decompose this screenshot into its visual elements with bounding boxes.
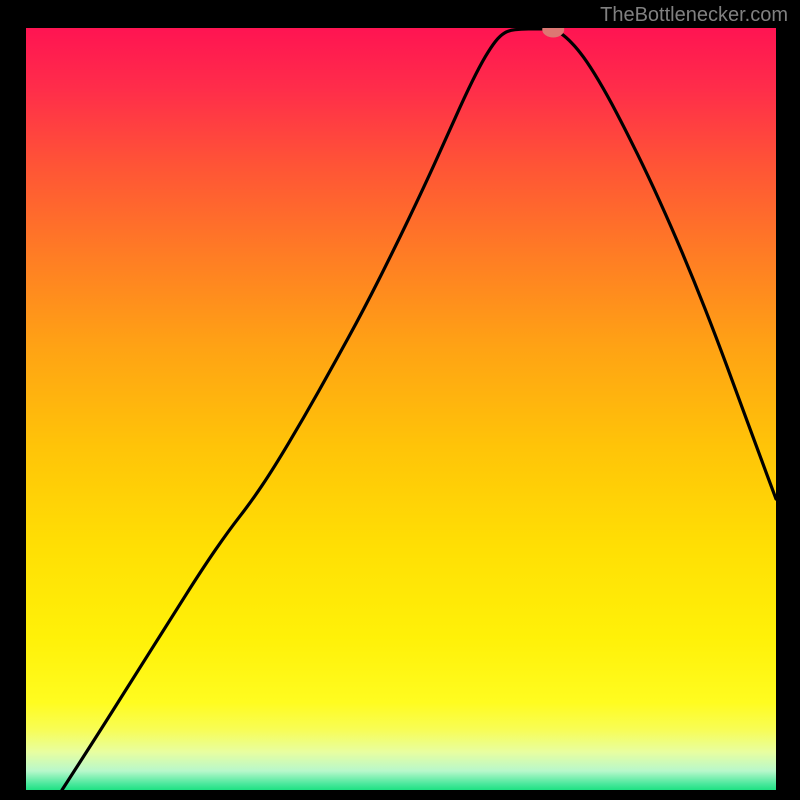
bottleneck-chart: [0, 0, 800, 800]
plot-gradient-background: [26, 28, 776, 790]
chart-container: TheBottlenecker.com: [0, 0, 800, 800]
attribution-text: TheBottlenecker.com: [600, 4, 788, 27]
